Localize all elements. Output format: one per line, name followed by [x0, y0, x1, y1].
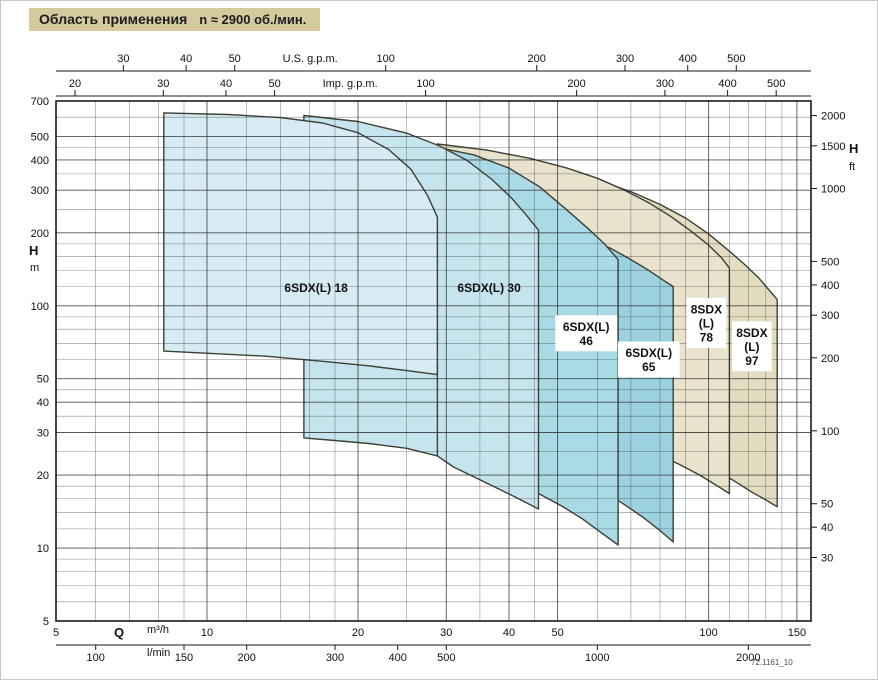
svg-text:10: 10: [37, 543, 49, 555]
svg-text:40: 40: [821, 522, 833, 534]
svg-text:400: 400: [821, 280, 839, 292]
svg-text:2000: 2000: [821, 111, 845, 123]
region-label-6sdx-l-46: 46: [580, 334, 594, 348]
svg-text:100: 100: [377, 53, 395, 65]
region-label-6sdx-l-65-box: [617, 341, 680, 378]
svg-text:100: 100: [31, 301, 49, 313]
axis-label-h-right: H: [849, 141, 858, 156]
svg-text:200: 200: [528, 53, 546, 65]
svg-text:500: 500: [31, 131, 49, 143]
plot-frame: [55, 100, 812, 622]
axis-unit-m: m: [30, 262, 39, 274]
svg-text:500: 500: [437, 652, 455, 664]
svg-text:50: 50: [268, 78, 280, 90]
watermark: 72.1161_10: [751, 658, 793, 667]
svg-text:300: 300: [821, 310, 839, 322]
svg-text:400: 400: [31, 155, 49, 167]
region-label-8sdx-l-78: 78: [700, 330, 714, 344]
svg-text:30: 30: [440, 627, 452, 639]
svg-text:500: 500: [727, 53, 745, 65]
region-label-6sdx-l-18: 6SDX(L) 18: [284, 281, 348, 295]
svg-text:400: 400: [389, 652, 407, 664]
svg-text:150: 150: [788, 627, 806, 639]
axis-q-m3h: 5 10 20 30 40 50 100 150 Q m³/h: [53, 624, 806, 640]
region-label-6sdx-l-46-box: [555, 315, 618, 352]
svg-text:300: 300: [656, 78, 674, 90]
region-label-8sdx-l-78-box: [686, 297, 727, 348]
svg-text:40: 40: [220, 78, 232, 90]
svg-text:50: 50: [551, 627, 563, 639]
svg-text:200: 200: [238, 652, 256, 664]
svg-text:10: 10: [201, 627, 213, 639]
axis-label-q: Q: [114, 625, 124, 640]
svg-text:40: 40: [37, 397, 49, 409]
region-label-8sdx-l-97: (L): [744, 340, 759, 354]
svg-text:200: 200: [821, 353, 839, 365]
axis-q-lmin: 100 150 200 300 400 500 1000 2000 l/min: [56, 644, 811, 664]
axis-label-us-gpm: U.S. g.p.m.: [283, 53, 338, 65]
svg-text:100: 100: [87, 652, 105, 664]
svg-text:1000: 1000: [821, 184, 845, 196]
svg-text:200: 200: [31, 228, 49, 240]
svg-text:500: 500: [821, 256, 839, 268]
svg-text:30: 30: [117, 53, 129, 65]
svg-text:300: 300: [31, 185, 49, 197]
svg-text:700: 700: [31, 96, 49, 108]
region-label-8sdx-l-78: 8SDX: [691, 302, 722, 316]
svg-text:100: 100: [699, 627, 717, 639]
region-label-6sdx-l-46: 6SDX(L): [563, 320, 610, 334]
title-bar: Область применения n ≈ 2900 об./мин.: [29, 8, 321, 31]
svg-text:30: 30: [37, 428, 49, 440]
svg-text:2000: 2000: [736, 652, 760, 664]
svg-text:20: 20: [352, 627, 364, 639]
svg-text:50: 50: [229, 53, 241, 65]
axis-label-h-left: H: [29, 243, 38, 258]
region-outline-6sdx-l-30: [303, 114, 540, 510]
page-title: Область применения: [39, 11, 188, 27]
region-labels: 6SDX(L) 18 6SDX(L) 306SDX(L)466SDX(L)658S…: [284, 281, 772, 378]
region-label-6sdx-l-65: 6SDX(L): [625, 346, 672, 360]
region-label-6sdx-l-65: 65: [642, 360, 656, 374]
svg-text:30: 30: [821, 553, 833, 565]
svg-text:50: 50: [821, 499, 833, 511]
axis-unit-lmin: l/min: [147, 647, 170, 659]
axis-unit-ft: ft: [849, 161, 855, 173]
axis-us-gpm: 30 40 50 100 200 300 400 500 U.S. g.p.m.: [56, 53, 811, 72]
region-label-8sdx-l-97: 8SDX: [736, 326, 767, 340]
axis-unit-m3h: m³/h: [147, 624, 169, 636]
axis-h-ft: 2000 1500 1000 500 400 300 200 100 50 40 30 Hft: [811, 111, 858, 565]
svg-text:5: 5: [43, 616, 49, 628]
svg-text:150: 150: [175, 652, 193, 664]
svg-text:30: 30: [157, 78, 169, 90]
region-outline-6sdx-l-18: [163, 112, 439, 376]
region-label-8sdx-l-97-box: [732, 321, 772, 372]
speed-note: n ≈ 2900 об./мин.: [199, 12, 307, 27]
svg-text:40: 40: [180, 53, 192, 65]
svg-text:40: 40: [503, 627, 515, 639]
region-label-6sdx-l-30: 6SDX(L) 30: [457, 281, 521, 295]
region-label-8sdx-l-78: (L): [699, 316, 714, 330]
axis-label-imp-gpm: Imp. g.p.m.: [323, 78, 378, 90]
svg-text:400: 400: [718, 78, 736, 90]
svg-text:300: 300: [326, 652, 344, 664]
svg-text:20: 20: [37, 470, 49, 482]
svg-text:1000: 1000: [585, 652, 609, 664]
svg-text:200: 200: [567, 78, 585, 90]
svg-text:100: 100: [821, 426, 839, 438]
svg-text:300: 300: [616, 53, 634, 65]
svg-text:5: 5: [53, 627, 59, 639]
axis-imp-gpm: 20 30 40 50 100 200 300 400 500 Imp. g.p.m.: [56, 78, 811, 97]
svg-text:50: 50: [37, 374, 49, 386]
svg-text:1500: 1500: [821, 141, 845, 153]
region-label-8sdx-l-97: 97: [745, 354, 759, 368]
svg-text:400: 400: [679, 53, 697, 65]
svg-text:20: 20: [69, 78, 81, 90]
svg-text:500: 500: [767, 78, 785, 90]
svg-text:100: 100: [416, 78, 434, 90]
axis-h-m: 700 500 400 300 200 100 50 40 30 20 10 5 Hm: [29, 96, 49, 628]
